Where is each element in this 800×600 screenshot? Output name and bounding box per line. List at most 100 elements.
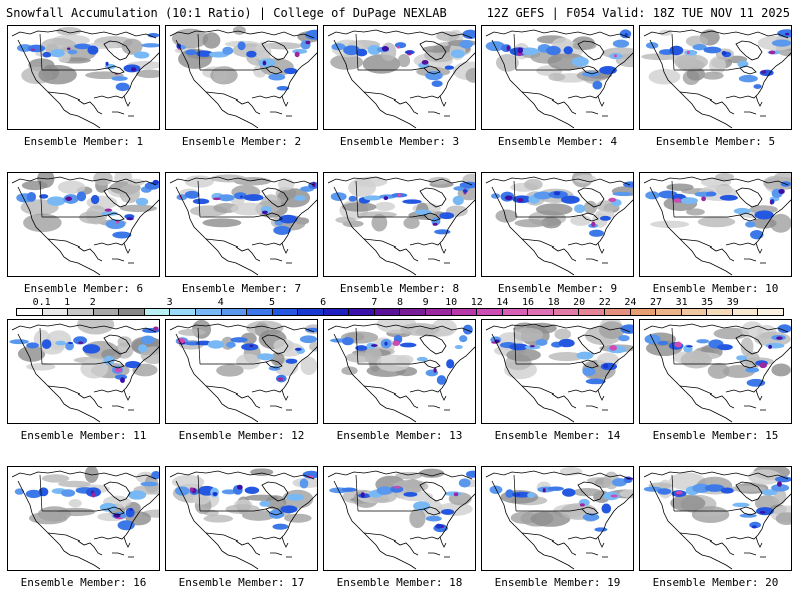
coastline: [77, 99, 103, 115]
coastline: [221, 403, 259, 423]
coastline: [11, 323, 157, 333]
political-border: [679, 238, 713, 248]
member-map-svg: [485, 320, 633, 423]
color-swatch: [323, 309, 350, 315]
coastline: [755, 242, 763, 254]
member-map-svg: [641, 29, 791, 129]
coastline: [744, 111, 757, 115]
coastline: [599, 493, 633, 536]
member-map-4: [481, 25, 634, 130]
member-map-2: [165, 25, 318, 130]
coastline: [695, 403, 733, 423]
coastline: [577, 187, 605, 208]
member-map-17: [165, 466, 318, 571]
member-label: Ensemble Member: 2: [181, 135, 302, 148]
coastline: [491, 333, 539, 405]
color-swatch: [68, 309, 94, 315]
political-border: [39, 474, 43, 512]
coastline: [485, 323, 631, 333]
coastline: [17, 39, 65, 111]
light-snow-shading: [342, 468, 475, 529]
coastline: [567, 93, 601, 99]
map-title: Snowfall Accumulation (10:1 Ratio) | Col…: [6, 6, 447, 20]
coastline: [17, 333, 65, 405]
coastline: [597, 389, 605, 401]
coastline: [221, 550, 259, 570]
member-map-svg: [643, 173, 791, 276]
coastline: [281, 389, 289, 401]
color-swatch: [93, 309, 120, 315]
political-border: [521, 385, 555, 395]
coastline: [725, 534, 759, 540]
member-map-svg: [643, 467, 791, 570]
coastline: [725, 387, 759, 393]
coastline: [125, 199, 159, 242]
member-label: Ensemble Member: 20: [652, 576, 779, 589]
color-swatch: [374, 309, 401, 315]
coastline: [581, 212, 599, 222]
political-border: [513, 33, 517, 71]
member-label: Ensemble Member: 4: [497, 135, 618, 148]
coastline: [757, 199, 791, 242]
political-border: [39, 33, 43, 71]
coastline: [577, 481, 605, 502]
coastline: [270, 111, 283, 115]
coastline: [251, 240, 285, 246]
coastline: [112, 405, 125, 409]
member-map-1: [7, 25, 160, 130]
color-swatch: [451, 309, 478, 315]
heavy-snow-band: [490, 324, 633, 385]
coastline: [11, 29, 157, 39]
political-border: [197, 474, 201, 512]
coastline: [567, 534, 601, 540]
colorbar-tick-label: 9: [422, 297, 429, 308]
political-border: [671, 327, 675, 365]
coastline: [235, 540, 261, 556]
coastline: [757, 493, 791, 536]
coastline: [112, 552, 125, 556]
member-map-12: [165, 319, 318, 424]
political-border: [363, 91, 397, 101]
coastline: [428, 258, 441, 262]
political-border: [358, 67, 425, 71]
coastline: [77, 540, 103, 556]
coastline: [283, 52, 317, 95]
coastline: [757, 346, 791, 389]
coastline: [107, 65, 125, 75]
coastline: [221, 256, 259, 276]
coastline: [123, 389, 131, 401]
colorbar-tick-label: 31: [675, 297, 688, 308]
coastline: [379, 403, 417, 423]
political-border: [521, 532, 555, 542]
coastline: [123, 536, 131, 548]
heavy-snow-band: [14, 470, 159, 531]
coastline: [235, 246, 261, 262]
political-border: [363, 385, 397, 395]
coastline: [261, 40, 289, 61]
member-label: Ensemble Member: 7: [181, 282, 302, 295]
member-map-svg: [485, 173, 633, 276]
light-snow-shading: [330, 29, 475, 83]
member-map-16: [7, 466, 160, 571]
coastline: [419, 187, 447, 208]
coastline: [123, 95, 131, 107]
member-label: Ensemble Member: 5: [655, 135, 776, 148]
color-swatch: [604, 309, 631, 315]
coastline: [175, 480, 223, 552]
coastline: [281, 242, 289, 254]
coastline: [739, 65, 757, 75]
colorbar-tick-label: 5: [268, 297, 276, 308]
coastline: [485, 29, 631, 39]
coastline: [439, 95, 447, 107]
color-swatch: [681, 309, 708, 315]
coastline: [93, 240, 127, 246]
coastline: [409, 240, 443, 246]
political-border: [674, 67, 741, 71]
heavy-snow-band: [489, 476, 633, 532]
coastline: [11, 470, 157, 480]
coastline: [333, 39, 381, 111]
political-border: [674, 361, 741, 365]
coastline: [597, 242, 605, 254]
coastline: [393, 99, 419, 115]
coastline: [725, 240, 759, 246]
